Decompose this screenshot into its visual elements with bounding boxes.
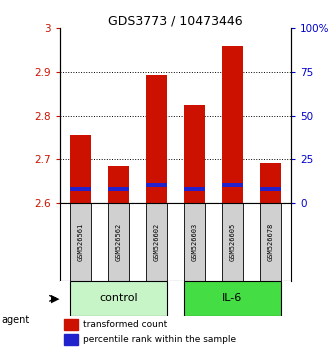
Text: GSM526561: GSM526561	[77, 223, 83, 261]
Text: GSM526603: GSM526603	[191, 223, 197, 261]
Bar	[64, 335, 78, 346]
Bar	[184, 187, 205, 192]
Text: agent: agent	[2, 315, 30, 325]
Bar	[108, 187, 129, 192]
Bar	[260, 203, 281, 281]
Bar	[64, 319, 78, 330]
Bar	[108, 203, 129, 281]
Bar	[146, 203, 167, 281]
Text: IL-6: IL-6	[222, 293, 243, 303]
Text: control: control	[99, 293, 138, 303]
Bar	[108, 166, 129, 203]
Text: transformed count: transformed count	[83, 320, 167, 329]
Bar	[222, 46, 243, 203]
Text: GSM526678: GSM526678	[267, 223, 273, 261]
Bar	[70, 281, 167, 316]
Bar	[146, 75, 167, 203]
Bar	[184, 203, 205, 281]
Bar	[222, 183, 243, 187]
Bar	[70, 187, 91, 192]
Text: ▶: ▶	[51, 293, 60, 303]
Bar	[260, 187, 281, 192]
Title: GDS3773 / 10473446: GDS3773 / 10473446	[108, 14, 243, 27]
Bar	[70, 136, 91, 203]
Bar	[260, 162, 281, 203]
Text: percentile rank within the sample: percentile rank within the sample	[83, 335, 236, 344]
Text: GSM526562: GSM526562	[116, 223, 121, 261]
Text: GSM526602: GSM526602	[154, 223, 160, 261]
Bar	[222, 203, 243, 281]
Bar	[70, 203, 91, 281]
Bar	[184, 281, 281, 316]
Bar	[184, 105, 205, 203]
Bar	[146, 183, 167, 187]
Text: GSM526605: GSM526605	[229, 223, 235, 261]
